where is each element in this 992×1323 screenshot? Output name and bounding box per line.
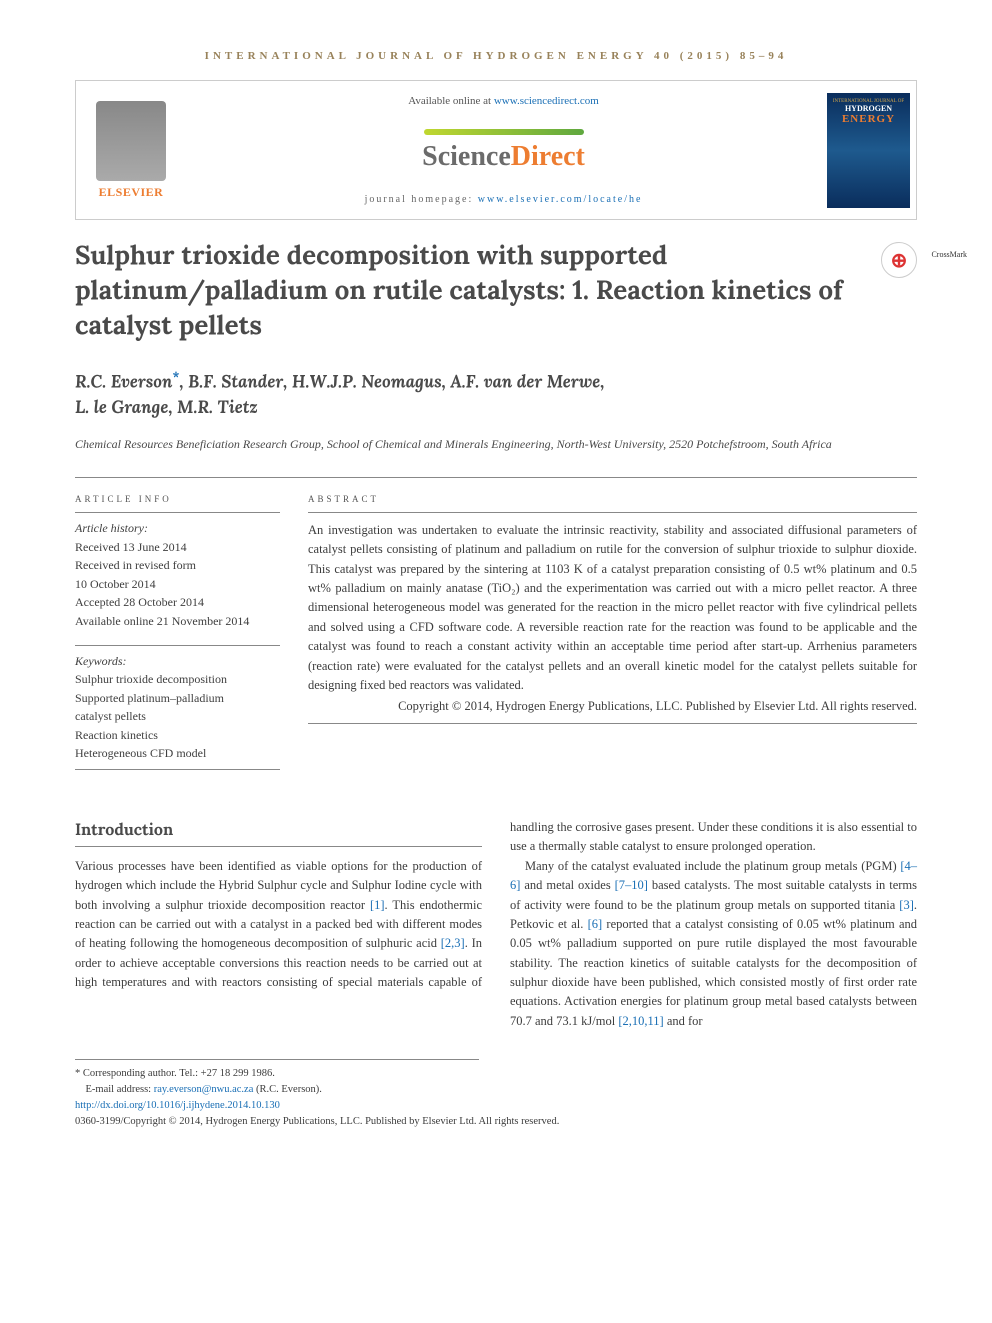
email-label: E-mail address: bbox=[86, 1084, 154, 1095]
available-online-line: Available online at www.sciencedirect.co… bbox=[408, 95, 599, 107]
elsevier-tree-icon bbox=[96, 101, 166, 181]
ref-link-3[interactable]: [3] bbox=[899, 898, 914, 912]
sd-science-text: Science bbox=[422, 141, 511, 172]
article-history-block: Article history: Received 13 June 2014 R… bbox=[75, 512, 280, 631]
journal-running-header: INTERNATIONAL JOURNAL OF HYDROGEN ENERGY… bbox=[75, 50, 917, 62]
crossmark-label: CrossMark bbox=[931, 250, 967, 259]
keyword-4: Reaction kinetics bbox=[75, 726, 280, 745]
cover-line1: HYDROGEN bbox=[831, 104, 906, 113]
crossmark-icon: ⊕ bbox=[891, 248, 908, 273]
affiliation: Chemical Resources Beneficiation Researc… bbox=[75, 435, 917, 453]
elsevier-label: ELSEVIER bbox=[99, 185, 164, 200]
keyword-3: catalyst pellets bbox=[75, 707, 280, 726]
p2b: and metal oxides bbox=[520, 878, 614, 892]
ref-link-2-3[interactable]: [2,3] bbox=[441, 936, 465, 950]
doi-link[interactable]: http://dx.doi.org/10.1016/j.ijhydene.201… bbox=[75, 1100, 280, 1111]
abstract-column: ABSTRACT An investigation was undertaken… bbox=[308, 494, 917, 784]
ref-link-2-10-11[interactable]: [2,10,11] bbox=[618, 1014, 663, 1028]
cover-line2: ENERGY bbox=[831, 113, 906, 125]
sciencedirect-link[interactable]: www.sciencedirect.com bbox=[494, 95, 599, 107]
homepage-prefix: journal homepage: bbox=[365, 194, 478, 205]
authors-line2: L. le Grange, M.R. Tietz bbox=[75, 396, 258, 418]
abstract-copyright: Copyright © 2014, Hydrogen Energy Public… bbox=[308, 697, 917, 716]
article-title: Sulphur trioxide decomposition with supp… bbox=[75, 238, 861, 343]
authors-list: R.C. Everson*, B.F. Stander, H.W.J.P. Ne… bbox=[75, 367, 917, 421]
corresponding-email-link[interactable]: ray.everson@nwu.ac.za bbox=[154, 1084, 254, 1095]
ref-link-1[interactable]: [1] bbox=[370, 898, 385, 912]
sd-direct-text: Direct bbox=[511, 141, 585, 172]
elsevier-logo-box[interactable]: ELSEVIER bbox=[76, 81, 186, 219]
p2e: reported that a catalyst consisting of 0… bbox=[510, 917, 917, 1028]
issn-copyright-line: 0360-3199/Copyright © 2014, Hydrogen Ene… bbox=[75, 1116, 917, 1127]
banner-center: Available online at www.sciencedirect.co… bbox=[186, 81, 821, 219]
abstract-text: An investigation was undertaken to evalu… bbox=[308, 512, 917, 695]
ref-link-7-10[interactable]: [7–10] bbox=[615, 878, 648, 892]
journal-homepage-link[interactable]: www.elsevier.com/locate/he bbox=[478, 194, 643, 205]
keyword-1: Sulphur trioxide decomposition bbox=[75, 670, 280, 689]
accepted-date: Accepted 28 October 2014 bbox=[75, 593, 280, 612]
ref-link-6[interactable]: [6] bbox=[588, 917, 603, 931]
journal-cover-box[interactable]: INTERNATIONAL JOURNAL OF HYDROGEN ENERGY bbox=[821, 81, 916, 219]
online-date: Available online 21 November 2014 bbox=[75, 612, 280, 631]
article-body: Introduction Various processes have been… bbox=[75, 818, 917, 1031]
sciencedirect-logo[interactable]: ScienceDirect bbox=[422, 129, 585, 173]
email-suffix: (R.C. Everson). bbox=[253, 1084, 322, 1095]
abstract-bottom-rule bbox=[308, 723, 917, 724]
keywords-block: Keywords: Sulphur trioxide decomposition… bbox=[75, 645, 280, 771]
publisher-banner: ELSEVIER Available online at www.science… bbox=[75, 80, 917, 220]
journal-cover-image: INTERNATIONAL JOURNAL OF HYDROGEN ENERGY bbox=[827, 93, 910, 208]
corresponding-author-note: * Corresponding author. Tel.: +27 18 299… bbox=[75, 1066, 479, 1082]
history-subheader: Article history: bbox=[75, 519, 280, 538]
crossmark-button[interactable]: ⊕ bbox=[881, 242, 917, 278]
p2a: Many of the catalyst evaluated include t… bbox=[525, 859, 900, 873]
authors-rest-line1: , B.F. Stander, H.W.J.P. Neomagus, A.F. … bbox=[179, 371, 604, 393]
introduction-heading: Introduction bbox=[75, 818, 482, 847]
journal-homepage-line: journal homepage: www.elsevier.com/locat… bbox=[365, 194, 643, 205]
available-prefix: Available online at bbox=[408, 95, 494, 107]
sd-swoosh-icon bbox=[424, 129, 584, 135]
keyword-5: Heterogeneous CFD model bbox=[75, 744, 280, 763]
article-info-column: ARTICLE INFO Article history: Received 1… bbox=[75, 494, 280, 784]
abstract-header: ABSTRACT bbox=[308, 494, 917, 504]
keywords-subheader: Keywords: bbox=[75, 652, 280, 671]
keyword-2: Supported platinum–palladium bbox=[75, 689, 280, 708]
footer-notes: * Corresponding author. Tel.: +27 18 299… bbox=[75, 1059, 479, 1113]
p2f: and for bbox=[664, 1014, 703, 1028]
author-1[interactable]: R.C. Everson bbox=[75, 371, 172, 393]
article-info-header: ARTICLE INFO bbox=[75, 494, 280, 504]
revised-date: 10 October 2014 bbox=[75, 575, 280, 594]
received-date: Received 13 June 2014 bbox=[75, 538, 280, 557]
revised-label: Received in revised form bbox=[75, 556, 280, 575]
intro-paragraph-2: Many of the catalyst evaluated include t… bbox=[510, 857, 917, 1031]
